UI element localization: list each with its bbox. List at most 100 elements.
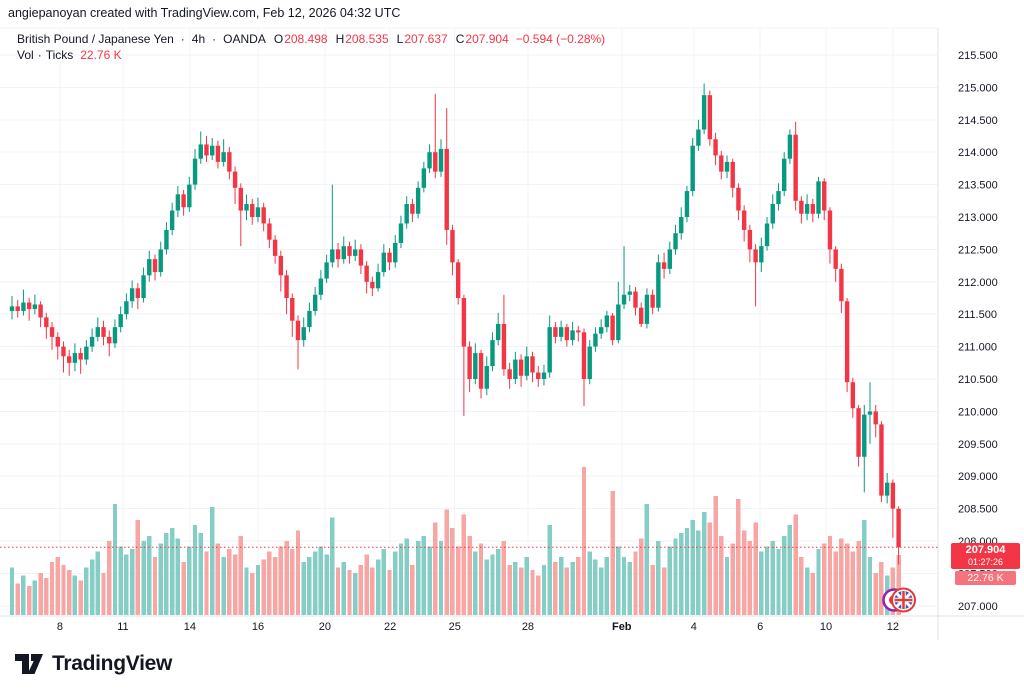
candle-body: [198, 144, 203, 159]
candle-body: [187, 184, 192, 208]
volume-label[interactable]: Vol: [17, 48, 34, 62]
candle-body: [15, 306, 20, 311]
gbpjpy-pair-icon: [882, 583, 918, 622]
volume-bar: [181, 562, 186, 615]
volume-bar: [95, 551, 100, 615]
volume-bar: [232, 554, 238, 615]
volume-bar: [261, 559, 266, 615]
candle-body: [192, 158, 198, 185]
candle-body: [44, 317, 49, 328]
exchange-label[interactable]: OANDA: [223, 32, 266, 46]
last-price-badge: 207.904 01:27:26: [951, 543, 1020, 569]
axis-separators: [0, 28, 1024, 640]
volume-bar: [455, 546, 461, 615]
candle-body: [238, 187, 243, 211]
candle-body: [272, 239, 278, 256]
volume-bar: [639, 538, 644, 615]
candle-body: [547, 327, 552, 373]
volume-bar: [215, 543, 221, 615]
legend: British Pound / Japanese Yen · 4h · OAND…: [17, 31, 605, 63]
candle-body: [118, 314, 123, 328]
volume-bar: [175, 538, 181, 615]
candle-body: [181, 194, 186, 208]
price-axis-label: 214.000: [958, 147, 998, 159]
candle-body: [747, 229, 753, 250]
candle-body: [558, 327, 564, 337]
tradingview-logo[interactable]: TradingView: [14, 652, 172, 676]
volume-bar: [192, 525, 198, 615]
candle-body: [393, 242, 398, 263]
candle-body: [890, 482, 896, 509]
candle-body: [107, 336, 112, 344]
volume-bar: [547, 525, 552, 615]
candle-body: [593, 333, 598, 347]
candle-body: [381, 252, 386, 273]
volume-bar: [244, 567, 249, 615]
candle-body: [478, 353, 484, 389]
time-axis[interactable]: 8 11 14 16 20 22 25 28 Feb 4 6 10 12: [57, 621, 899, 633]
candle-body: [741, 210, 747, 230]
candle-body: [850, 382, 856, 409]
candle-body: [232, 171, 238, 188]
candle-body: [656, 262, 661, 308]
candle-body: [215, 145, 221, 162]
volume-bar: [776, 549, 781, 615]
volume-bar: [398, 543, 404, 615]
candle-body: [433, 152, 438, 172]
candle-body: [421, 168, 427, 188]
candle-body: [427, 152, 432, 169]
symbol-title[interactable]: British Pound / Japanese Yen: [17, 32, 174, 46]
volume-bar: [169, 527, 175, 615]
volume-bar: [290, 549, 295, 615]
volume-bar: [307, 556, 312, 615]
candlestick-chart[interactable]: 215.500 215.000 214.500 214.000 213.500 213.0…: [0, 0, 1024, 648]
candle-body: [490, 340, 495, 367]
candle-body: [844, 301, 850, 383]
volume-bar: [341, 562, 346, 615]
candle-body: [49, 327, 55, 337]
candle-body: [856, 408, 861, 457]
candle-body: [730, 161, 735, 188]
time-axis-label: 16: [252, 621, 264, 633]
candle-body: [38, 304, 43, 318]
volume-bar: [250, 572, 255, 615]
time-axis-label: 12: [887, 621, 899, 633]
volume-bar: [204, 551, 209, 615]
volume-bar: [318, 546, 324, 615]
volume-bar: [530, 570, 535, 615]
volume-bar: [553, 562, 558, 615]
volume-bar: [673, 538, 678, 615]
volume-bar: [759, 551, 764, 615]
volume-bar: [804, 567, 810, 615]
open-letter: O: [273, 32, 284, 46]
time-axis-label: 4: [691, 621, 697, 633]
volume-bar: [9, 567, 15, 615]
volume-bar: [301, 562, 306, 615]
candle-body: [564, 327, 570, 341]
volume-bar: [347, 570, 352, 615]
candle-body: [21, 302, 26, 311]
volume-bar: [55, 556, 60, 615]
volume-bar: [513, 562, 518, 615]
volume-bar: [747, 541, 753, 615]
candle-body: [770, 204, 775, 224]
volume-bar: [112, 504, 118, 615]
time-axis-label: 25: [449, 621, 461, 633]
candle-body: [810, 204, 815, 214]
candle-body: [862, 414, 867, 457]
candle-body: [621, 294, 627, 305]
volume-bar: [484, 559, 489, 615]
volume-bar: [833, 551, 838, 615]
candle-body: [570, 330, 575, 341]
candle-body: [261, 207, 266, 224]
candle-body: [627, 291, 632, 295]
candle-body: [667, 249, 672, 269]
candle-body: [873, 411, 878, 425]
interval-label[interactable]: 4h: [191, 32, 206, 46]
volume-bar: [89, 559, 95, 615]
price-axis[interactable]: 215.500 215.000 214.500 214.000 213.500 213.0…: [958, 50, 998, 613]
candle-body: [759, 246, 764, 263]
price-axis-label: 208.500: [958, 504, 998, 516]
candle-body: [284, 275, 289, 298]
volume-bar: [564, 567, 570, 615]
